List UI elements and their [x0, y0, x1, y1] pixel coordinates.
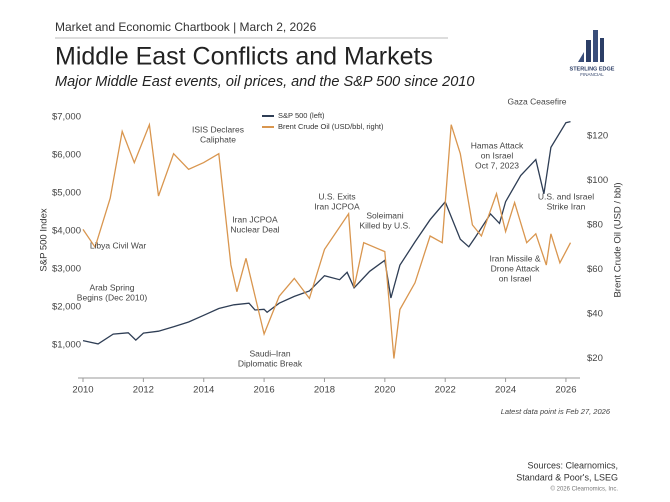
- series-line: [82, 122, 572, 359]
- annotation: Strike Iran: [547, 201, 586, 211]
- annotation: Iran JCPOA: [232, 214, 278, 224]
- annotation: U.S. Exits: [318, 191, 355, 201]
- y2-tick-label: $80: [587, 219, 603, 230]
- annotation: Begins (Dec 2010): [77, 292, 148, 302]
- x-tick-label: 2022: [435, 385, 456, 396]
- title: Middle East Conflicts and Markets: [55, 43, 433, 71]
- y-tick-label: $3,000: [52, 264, 81, 275]
- annotation: Hamas Attack: [471, 140, 524, 150]
- annotation: Drone Attack: [491, 263, 540, 273]
- legend-label: S&P 500 (left): [278, 111, 325, 120]
- sources: Standard & Poor's, LSEG: [516, 472, 618, 482]
- y-tick-label: $1,000: [52, 340, 81, 351]
- copyright: © 2026 Clearnomics, Inc.: [551, 486, 619, 493]
- annotation: Iran Missile &: [489, 253, 540, 263]
- annotation: Nuclear Deal: [230, 224, 279, 234]
- annotation: Oct 7, 2023: [475, 160, 519, 170]
- y2-axis-title: Brent Crude Oil (USD / bbl): [613, 182, 624, 297]
- y2-tick-label: $120: [587, 130, 608, 141]
- x-tick-label: 2018: [314, 385, 335, 396]
- annotation: Saudi–Iran: [249, 348, 290, 358]
- series-line: [82, 120, 571, 345]
- legend-label: Brent Crude Oil (USD/bbl, right): [278, 122, 384, 131]
- x-tick-label: 2026: [555, 385, 576, 396]
- annotation: Diplomatic Break: [238, 358, 303, 368]
- x-tick-label: 2012: [133, 385, 154, 396]
- kicker: Market and Economic Chartbook | March 2,…: [55, 20, 317, 34]
- sources: Sources: Clearnomics,: [527, 460, 618, 470]
- y2-tick-label: $40: [587, 308, 603, 319]
- y-axis-title: S&P 500 Index: [39, 208, 50, 271]
- y-tick-label: $2,000: [52, 302, 81, 313]
- y2-tick-label: $20: [587, 353, 603, 364]
- y2-tick-label: $60: [587, 264, 603, 275]
- annotation: on Israel: [499, 273, 532, 283]
- x-tick-label: 2014: [193, 385, 214, 396]
- annotation: ISIS Declares: [192, 124, 244, 134]
- x-tick-label: 2020: [374, 385, 395, 396]
- annotation: Caliphate: [200, 134, 236, 144]
- annotation: Killed by U.S.: [359, 220, 410, 230]
- subtitle: Major Middle East events, oil prices, an…: [55, 74, 474, 90]
- annotation: Gaza Ceasefire: [507, 96, 566, 106]
- logo-text: STERLING EDGE: [570, 66, 615, 72]
- annotation: Libya Civil War: [90, 240, 147, 250]
- x-tick-label: 2010: [72, 385, 93, 396]
- y-tick-label: $4,000: [52, 226, 81, 237]
- logo: STERLING EDGE FINANCIAL: [570, 30, 615, 77]
- y2-tick-label: $100: [587, 175, 608, 186]
- annotation: Soleimani: [366, 210, 403, 220]
- x-tick-label: 2024: [495, 385, 516, 396]
- x-tick-label: 2016: [254, 385, 275, 396]
- y-tick-label: $6,000: [52, 150, 81, 161]
- annotation: Iran JCPOA: [314, 201, 360, 211]
- annotation: U.S. and Israel: [538, 191, 594, 201]
- annotation: on Israel: [481, 150, 514, 160]
- footnote: Latest data point is Feb 27, 2026: [501, 407, 611, 416]
- y-tick-label: $7,000: [52, 112, 81, 123]
- annotation: Arab Spring: [90, 282, 135, 292]
- logo-text: FINANCIAL: [580, 72, 604, 77]
- y-tick-label: $5,000: [52, 188, 81, 199]
